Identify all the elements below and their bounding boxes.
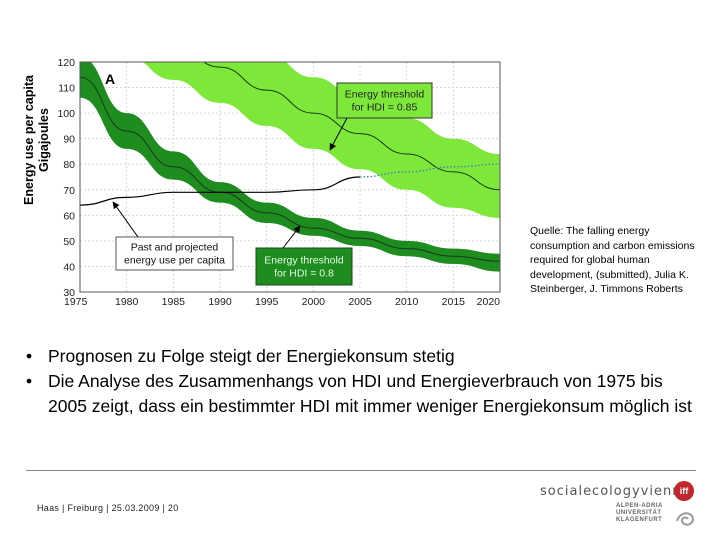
bullet-text: Prognosen zu Folge steigt der Energiekon… xyxy=(48,346,455,366)
x-tick-label: 2000 xyxy=(302,296,326,308)
footer-text: Haas | Freiburg | 25.03.2009 | 20 xyxy=(37,503,179,513)
annotation-hdi-08-box xyxy=(255,247,353,286)
annotation-energy-use-box xyxy=(115,236,234,271)
x-tick-label: 1990 xyxy=(208,296,232,308)
annotation-energy-use-text: Past and projected xyxy=(131,242,219,254)
bullet-dot: • xyxy=(26,371,33,391)
annotation-hdi-08-text: Energy threshold xyxy=(264,255,344,267)
x-tick-label: 1995 xyxy=(255,296,279,308)
socialecologyvienna-logo: socialecologyvienna xyxy=(540,484,691,499)
x-tick-label: 2005 xyxy=(348,296,372,308)
plot-series xyxy=(80,62,500,272)
y-axis-label-line1: Energy use per capita xyxy=(22,75,36,205)
y-tick-label: 80 xyxy=(63,159,75,171)
annotation-energy-use-text: energy use per capita xyxy=(124,255,225,267)
annotation-hdi-085-box xyxy=(336,82,433,119)
projection-line xyxy=(359,163,500,178)
y-tick-label: 90 xyxy=(63,134,75,146)
y-axis-label: Energy use per capita Gigajoules xyxy=(22,35,52,245)
x-tick-label: 2010 xyxy=(395,296,419,308)
y-tick-label: 70 xyxy=(63,185,75,197)
arrow-hdi-085 xyxy=(329,117,348,151)
university-logo-line: ALPEN-ADRIA xyxy=(616,503,663,509)
y-tick-label: 30 xyxy=(63,287,75,299)
x-tick-label: 2015 xyxy=(442,296,466,308)
y-axis-label-line2: Gigajoules xyxy=(37,108,51,172)
annotation-hdi-08-text: for HDI = 0.8 xyxy=(274,268,334,280)
bullet-dot: • xyxy=(26,346,33,366)
university-swirl-icon xyxy=(676,512,695,526)
x-tick-label: 1975 xyxy=(64,296,88,308)
bullet-item: • Prognosen zu Folge steigt der Energieko… xyxy=(26,344,706,369)
energy-use-line xyxy=(80,176,361,206)
bullet-text: Die Analyse des Zusammenhangs von HDI un… xyxy=(48,371,692,416)
footer-divider xyxy=(26,470,696,471)
annotation-hdi-085-text: for HDI = 0.85 xyxy=(352,102,418,114)
panel-label: A xyxy=(105,71,115,87)
bullet-list: • Prognosen zu Folge steigt der Energieko… xyxy=(26,344,706,419)
university-logo-line: KLAGENFURT xyxy=(616,517,663,523)
annotation-hdi-085-text: Energy threshold xyxy=(345,89,425,101)
y-tick-label: 40 xyxy=(63,261,75,273)
threshold-center-line xyxy=(80,76,500,262)
bullet-item: • Die Analyse des Zusammenhangs von HDI u… xyxy=(26,369,706,419)
y-tick-label: 110 xyxy=(58,83,75,95)
university-logo-line: UNIVERSITÄT xyxy=(616,510,662,516)
y-tick-label: 50 xyxy=(63,236,75,248)
plot-frame xyxy=(79,61,501,293)
iff-logo: iff xyxy=(674,481,694,501)
energy-chart: 1975 1980 1985 1990 1995 2000 2005 2010 2015 2020… xyxy=(57,57,501,308)
threshold-band xyxy=(80,62,500,272)
threshold-center-line xyxy=(203,62,500,191)
threshold-band xyxy=(142,62,500,218)
y-tick-label: 120 xyxy=(57,57,75,69)
arrow-hdi-08 xyxy=(282,225,301,249)
university-logo: ALPEN-ADRIA UNIVERSITÄT KLAGENFURT xyxy=(616,503,663,524)
x-tick-label: 1980 xyxy=(115,296,139,308)
x-tick-label: 1985 xyxy=(162,296,186,308)
arrow-energy-use xyxy=(112,201,139,238)
x-tick-label: 2020 xyxy=(477,296,501,308)
y-tick-label: 60 xyxy=(63,210,75,222)
source-citation: Quelle: The falling energy consumption a… xyxy=(530,225,695,295)
y-tick-label: 100 xyxy=(57,108,75,120)
